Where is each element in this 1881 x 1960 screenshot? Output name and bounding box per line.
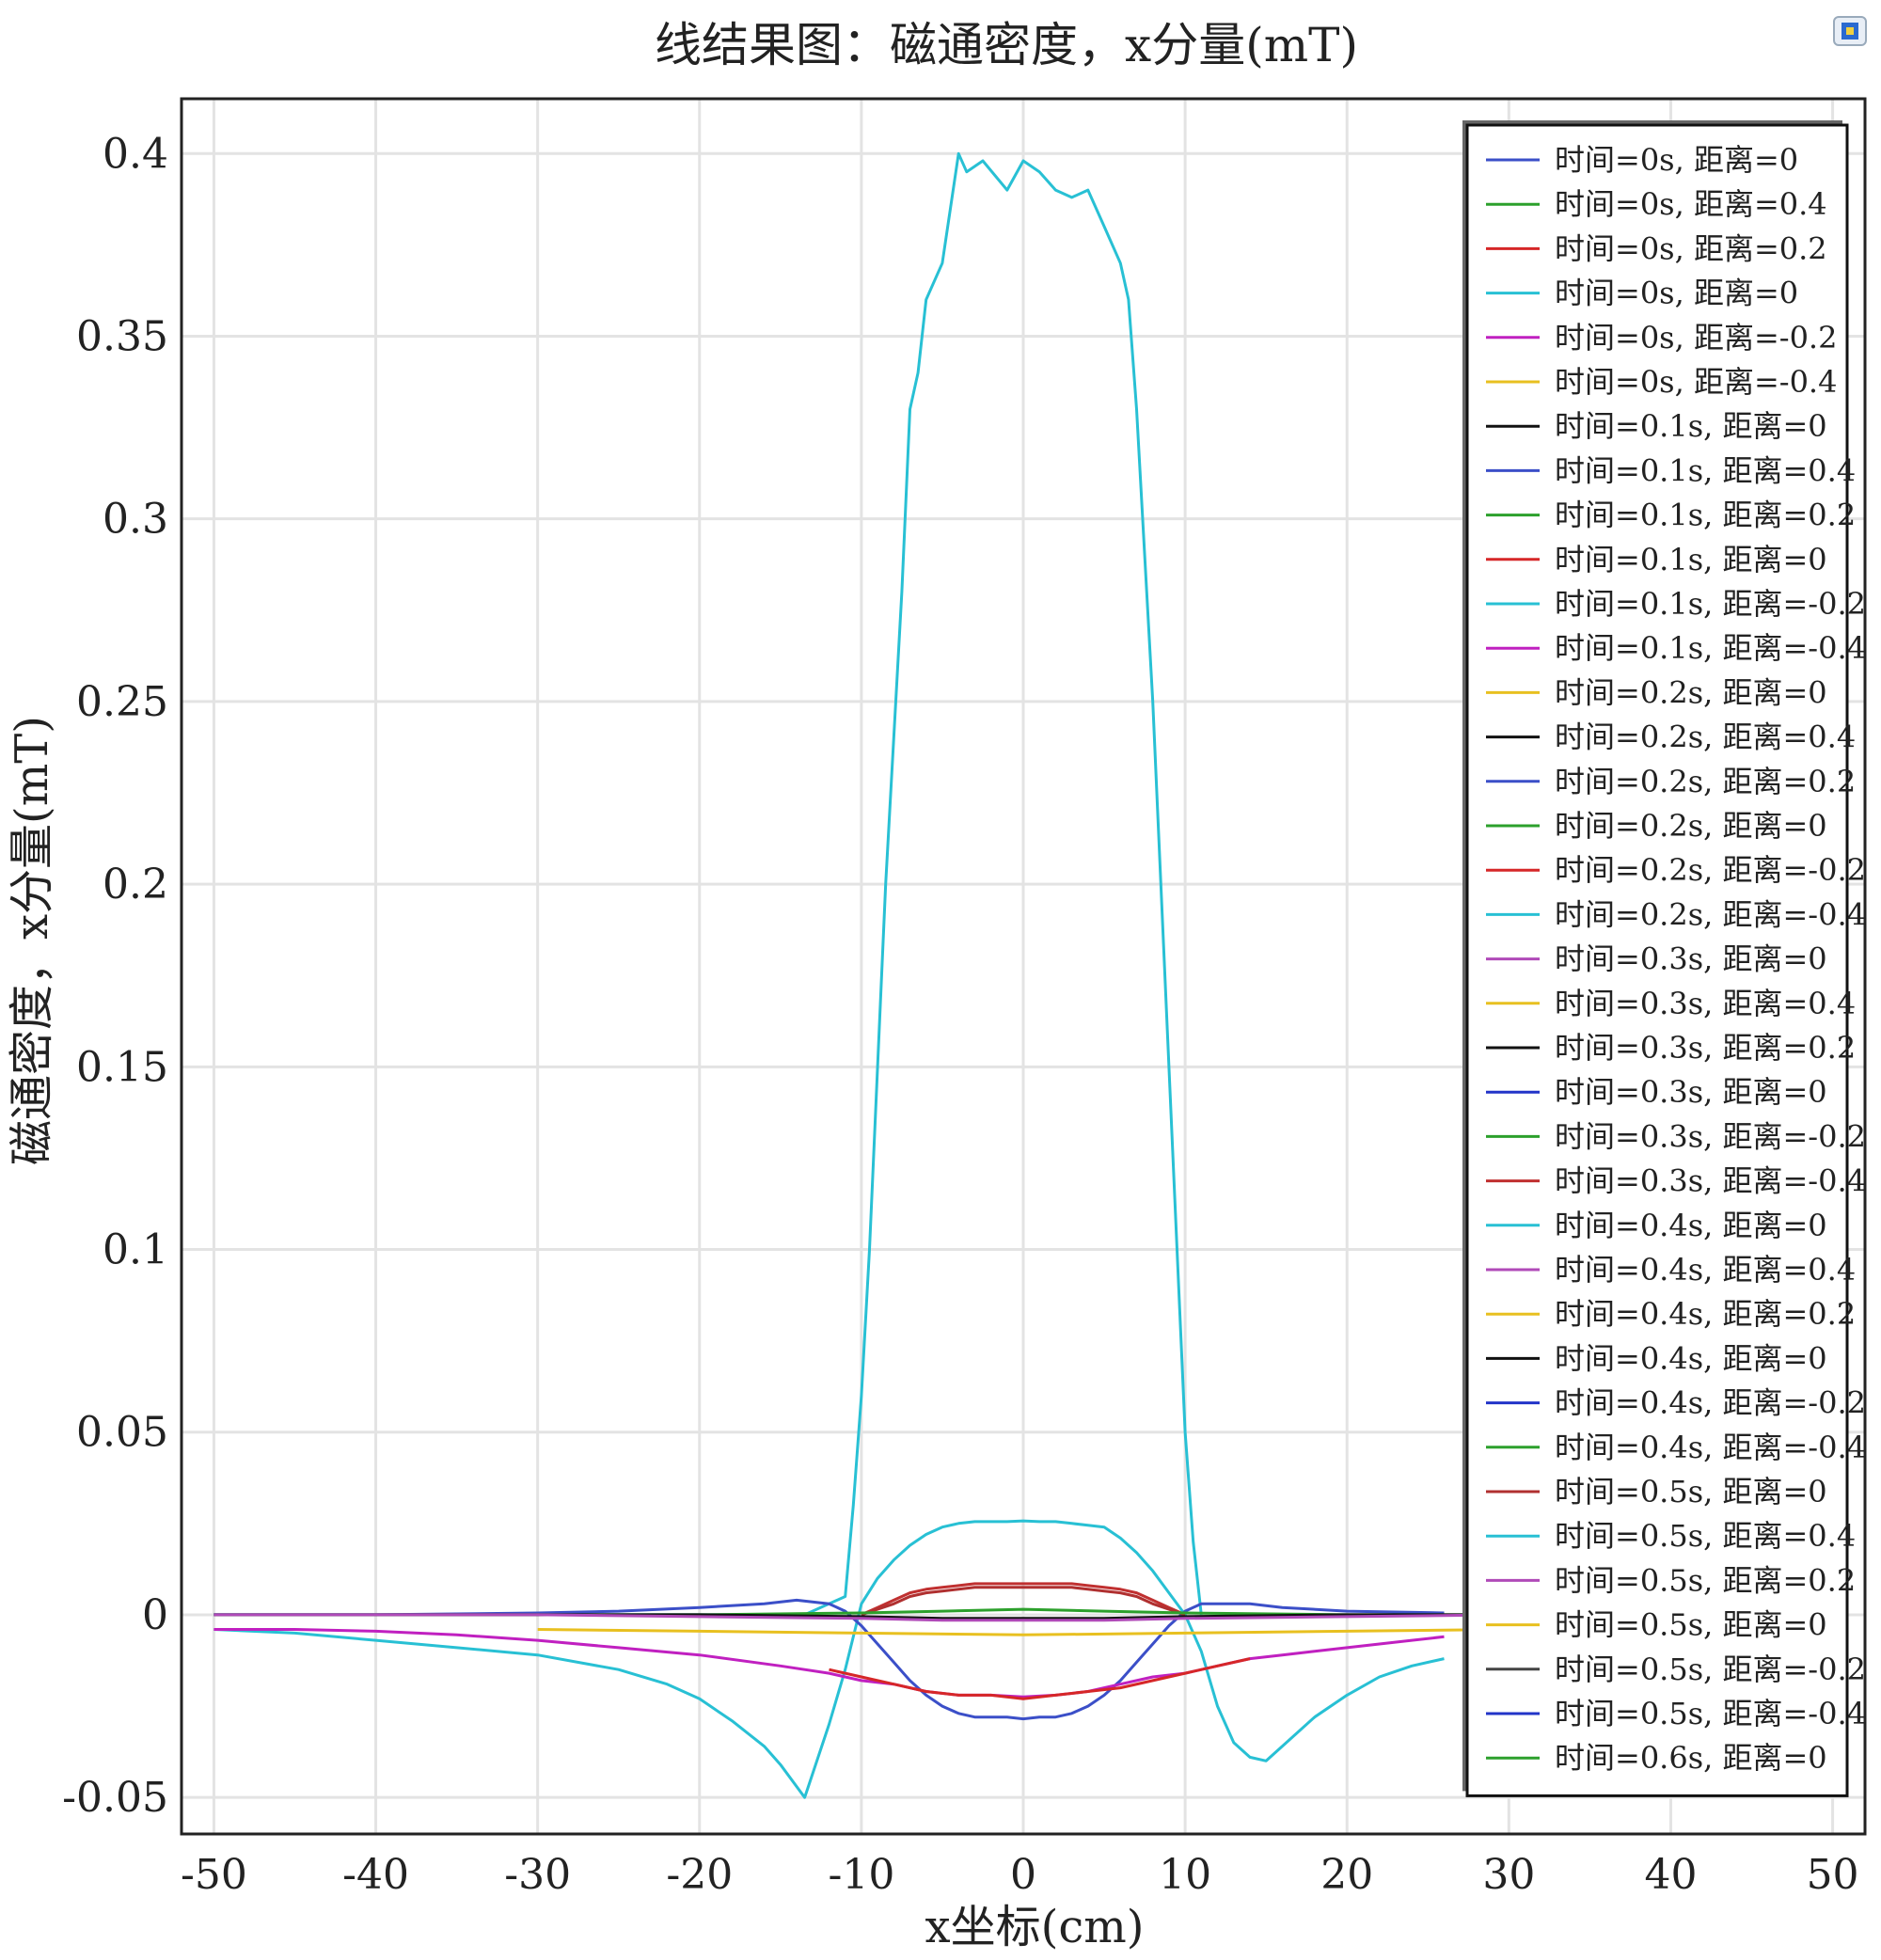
x-tick-label: 0	[1010, 1851, 1036, 1899]
x-tick-label: -20	[666, 1851, 733, 1899]
legend-entry-label: 时间=0.4s, 距离=0.2	[1555, 1296, 1856, 1332]
y-tick-label: 0.1	[103, 1226, 168, 1274]
legend-entry-label: 时间=0.2s, 距离=0	[1555, 808, 1827, 844]
legend-entry-label: 时间=0.5s, 距离=0	[1555, 1474, 1827, 1510]
legend-entry-label: 时间=0.4s, 距离=0	[1555, 1208, 1827, 1243]
legend-entry-label: 时间=0.4s, 距离=0.4	[1555, 1252, 1856, 1288]
x-tick-label: 40	[1644, 1851, 1697, 1899]
x-tick-label: 10	[1159, 1851, 1211, 1899]
series-line-1	[213, 1519, 1445, 1799]
x-tick-label: 20	[1320, 1851, 1373, 1899]
legend-entry-label: 时间=0.1s, 距离=0	[1555, 542, 1827, 577]
legend-entry-label: 时间=0s, 距离=-0.2	[1555, 320, 1837, 356]
legend-entry-label: 时间=0.2s, 距离=0.4	[1555, 719, 1856, 755]
legend-entry-label: 时间=0.2s, 距离=-0.2	[1555, 852, 1866, 888]
y-tick-label: 0.35	[76, 312, 168, 360]
series-line-2	[213, 1598, 1445, 1721]
series-line-5	[861, 1582, 1186, 1617]
legend-entry-label: 时间=0.3s, 距离=0	[1555, 1074, 1827, 1110]
legend-box	[1465, 123, 1849, 1797]
y-tick-label: 0.2	[103, 861, 168, 909]
legend-entry-label: 时间=0s, 距离=0	[1555, 276, 1798, 311]
y-tick-label: 0.15	[76, 1043, 168, 1091]
chart-title: 线结果图：磁通密度，x分量(mT)	[655, 18, 1358, 72]
y-axis-label: 磁通密度，x分量(mT)	[6, 716, 58, 1165]
x-tick-label: 50	[1807, 1851, 1859, 1899]
legend-entry-label: 时间=0.4s, 距离=0	[1555, 1340, 1827, 1376]
y-tick-label: 0.25	[76, 678, 168, 726]
y-tick-label: 0	[142, 1591, 168, 1639]
x-axis-label: x坐标(cm)	[925, 1901, 1145, 1953]
logo-badge-icon	[1833, 16, 1867, 46]
y-tick-label: 0.3	[103, 496, 168, 544]
x-tick-label: 30	[1482, 1851, 1535, 1899]
legend-entry-label: 时间=0.2s, 距离=-0.4	[1555, 896, 1866, 932]
legend-entry-label: 时间=0.4s, 距离=-0.4	[1555, 1430, 1866, 1465]
legend-entry-label: 时间=0.3s, 距离=0	[1555, 941, 1827, 977]
legend-entry-label: 时间=0s, 距离=-0.4	[1555, 364, 1837, 400]
tick-labels: -50 -40 -30 -20 -10 0 10 20 30 40 50 -0.05 0 0.05 0.1 0…	[62, 130, 1858, 1899]
x-tick-label: -10	[828, 1851, 894, 1899]
legend-entry-label: 时间=0.5s, 距离=0.2	[1555, 1562, 1856, 1598]
legend: 时间=0s, 距离=0 时间=0s, 距离=0.4 时间=0s, 距离=0.2 时间=…	[1462, 120, 1866, 1797]
legend-entry-label: 时间=0.2s, 距离=0.2	[1555, 764, 1856, 799]
legend-entry-label: 时间=0.4s, 距离=-0.2	[1555, 1385, 1866, 1421]
x-tick-label: -40	[342, 1851, 409, 1899]
x-tick-label: -50	[181, 1851, 247, 1899]
legend-entry-label: 时间=0.1s, 距离=0.4	[1555, 452, 1856, 488]
legend-entry-label: 时间=0.2s, 距离=0	[1555, 674, 1827, 710]
y-tick-label: 0.05	[76, 1409, 168, 1457]
legend-entry-label: 时间=0.5s, 距离=-0.2	[1555, 1652, 1866, 1687]
legend-entry-label: 时间=0.1s, 距离=0	[1555, 408, 1827, 444]
legend-entry-label: 时间=0s, 距离=0.4	[1555, 186, 1827, 222]
y-tick-label: -0.05	[62, 1774, 168, 1822]
legend-entry-label: 时间=0.1s, 距离=0.2	[1555, 498, 1856, 533]
series-line-6	[861, 1586, 1186, 1617]
legend-entry-label: 时间=0.3s, 距离=-0.4	[1555, 1163, 1866, 1199]
legend-entry-label: 时间=0s, 距离=0.2	[1555, 230, 1827, 266]
legend-entry-label: 时间=0.3s, 距离=0.4	[1555, 986, 1856, 1021]
legend-entry-label: 时间=0.1s, 距离=-0.2	[1555, 586, 1866, 622]
legend-entry-label: 时间=0.5s, 距离=0.4	[1555, 1518, 1856, 1554]
series-line-3	[213, 1628, 1445, 1699]
legend-entry-label: 时间=0.5s, 距离=0	[1555, 1607, 1827, 1643]
legend-entry-label: 时间=0.5s, 距离=-0.4	[1555, 1696, 1866, 1731]
legend-entry-label: 时间=0.3s, 距离=0.2	[1555, 1030, 1856, 1066]
legend-entry-label: 时间=0s, 距离=0	[1555, 142, 1798, 178]
y-tick-label: 0.4	[103, 130, 168, 178]
series-line-4	[829, 1657, 1251, 1700]
legend-entry-label: 时间=0.3s, 距离=-0.2	[1555, 1118, 1866, 1154]
x-tick-label: -30	[504, 1851, 571, 1899]
legend-entry-label: 时间=0.1s, 距离=-0.4	[1555, 630, 1866, 666]
plot-frame	[180, 97, 1867, 1836]
legend-entry-label: 时间=0.6s, 距离=0	[1555, 1740, 1827, 1776]
